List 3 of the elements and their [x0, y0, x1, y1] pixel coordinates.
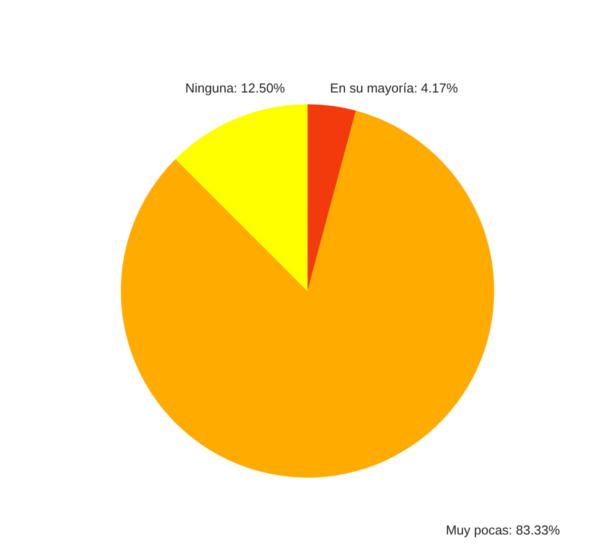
slice-label: Ninguna: 12.50% — [185, 80, 286, 96]
slice-label: Muy pocas: 83.33% — [446, 522, 560, 538]
slice-label: En su mayoría: 4.17% — [330, 80, 458, 96]
